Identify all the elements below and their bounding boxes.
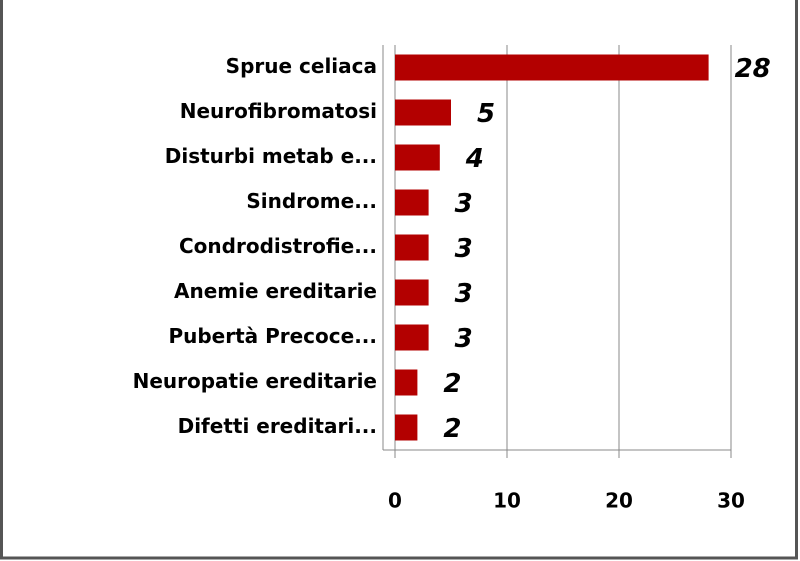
y-tick-label: Sprue celiaca <box>226 54 377 78</box>
bar <box>395 54 709 81</box>
bar <box>395 189 429 216</box>
x-tick-label: 20 <box>605 489 633 513</box>
bar <box>395 144 440 171</box>
y-tick-label: Sindrome... <box>246 189 377 213</box>
y-tick-label: Difetti ereditari... <box>178 414 377 438</box>
y-tick-label: Pubertà Precoce... <box>168 324 377 348</box>
y-tick-label: Anemie ereditarie <box>174 279 377 303</box>
data-label: 2 <box>443 414 461 444</box>
y-tick-label: Disturbi metab e... <box>165 144 377 168</box>
bar <box>395 414 418 441</box>
data-label: 4 <box>465 144 484 174</box>
x-tick-label: 30 <box>717 489 745 513</box>
x-tick-label: 10 <box>493 489 521 513</box>
bar <box>395 279 429 306</box>
bar <box>395 99 451 126</box>
data-label: 28 <box>735 54 771 84</box>
data-label: 3 <box>455 324 473 354</box>
bar <box>395 324 429 351</box>
data-label: 2 <box>443 369 461 399</box>
bar <box>395 234 429 261</box>
y-tick-label: Condrodistrofie... <box>179 234 377 258</box>
data-label: 3 <box>455 279 473 309</box>
data-label: 3 <box>455 234 473 264</box>
x-tick-label: 0 <box>388 489 402 513</box>
bar <box>395 369 418 396</box>
y-tick-label: Neurofibromatosi <box>180 99 377 123</box>
data-label: 3 <box>455 189 473 219</box>
data-label: 5 <box>477 99 495 129</box>
y-tick-label: Neuropatie ereditarie <box>133 369 377 393</box>
